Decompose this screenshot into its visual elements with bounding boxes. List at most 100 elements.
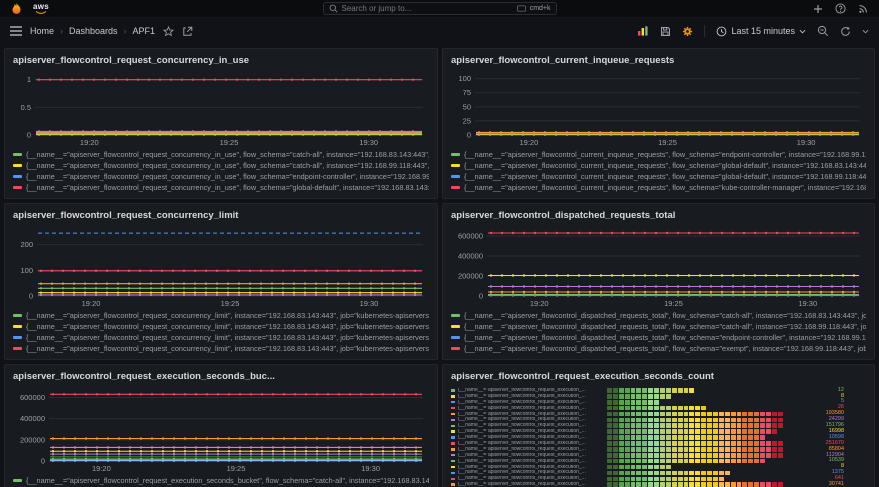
heatmap-cell [777,447,783,452]
dashboard-settings-button[interactable] [682,26,693,37]
topbar-actions [813,3,869,14]
heatmap-cell [718,435,724,440]
heatmap-cell [736,417,742,423]
series-color-swatch [451,442,455,445]
heatmap-cell [701,482,707,487]
heatmap-cell [607,399,612,405]
panel-title[interactable]: apiserver_flowcontrol_request_concurrenc… [13,55,250,66]
heatmap-cell [607,476,612,482]
heatmap-row[interactable]: {__name__="apiserver_flowcontrol_request… [451,417,866,423]
series-color-swatch [451,459,455,463]
search-bar[interactable]: cmd+k [322,2,557,15]
heatmap-cell [766,447,771,452]
favorite-star-button[interactable] [163,25,175,37]
legend-item[interactable]: {__name__="apiserver_flowcontrol_request… [13,475,429,486]
heatmap-cell [695,452,701,458]
heatmap-row[interactable]: {__name__="apiserver_flowcontrol_request… [451,411,866,417]
legend-item[interactable]: {__name__="apiserver_flowcontrol_current… [451,182,866,192]
panel-title[interactable]: apiserver_flowcontrol_request_execution_… [451,371,714,382]
news-button[interactable] [858,3,869,14]
series-value: 85804 [828,445,844,452]
heatmap-cell [677,452,683,458]
heatmap-row[interactable]: {__name__="apiserver_flowcontrol_request… [451,399,866,405]
panel-title[interactable]: apiserver_flowcontrol_dispatched_request… [451,210,676,221]
breadcrumb-home[interactable]: Home [30,26,55,36]
share-dashboard-button[interactable] [182,26,193,37]
panel-title[interactable]: apiserver_flowcontrol_current_inqueue_re… [451,55,675,66]
heatmap-row[interactable]: {__name__="apiserver_flowcontrol_request… [451,445,866,452]
series-label: {__name__="apiserver_flowcontrol_request… [458,405,586,411]
save-dashboard-button[interactable] [660,26,671,37]
help-button[interactable] [835,3,846,14]
heatmap-cell [630,458,636,464]
heatmap-cell [648,482,654,487]
heatmap-cell [748,441,754,446]
heatmap-cell [718,476,724,482]
heatmap-cell [766,452,771,458]
svg-text:0: 0 [29,291,33,300]
svg-text:19:25: 19:25 [221,299,240,308]
legend-item[interactable]: {__name__="apiserver_flowcontrol_request… [13,310,429,321]
timeseries-chart[interactable]: 0 25 50 75 100 19:20 19:25 19:30 [451,69,866,147]
heatmap-cell [736,411,742,417]
legend-item[interactable]: {__name__="apiserver_flowcontrol_dispatc… [451,343,866,353]
timeseries-chart[interactable]: 0 100 200 19:20 19:25 19:30 [13,224,429,308]
heatmap-cell [695,447,701,452]
heatmap-row[interactable]: {__name__="apiserver_flowcontrol_request… [451,464,866,470]
legend-item[interactable]: {__name__="apiserver_flowcontrol_request… [13,149,429,160]
legend-item[interactable]: {__name__="apiserver_flowcontrol_request… [13,332,429,343]
refresh-button[interactable] [840,26,851,37]
heatmap-row[interactable]: {__name__="apiserver_flowcontrol_request… [451,476,866,482]
timeseries-chart[interactable]: 0 200000 400000 600000 19:20 19:25 19:30 [13,385,429,473]
heatmap-row[interactable]: {__name__="apiserver_flowcontrol_request… [451,470,866,476]
heatmap-row[interactable]: {__name__="apiserver_flowcontrol_request… [451,405,866,411]
heatmap-row[interactable]: {__name__="apiserver_flowcontrol_request… [451,481,866,487]
heatmap-cell [665,452,671,458]
legend-item[interactable]: {__name__="apiserver_flowcontrol_request… [13,160,429,171]
org-switcher-aws[interactable]: aws [33,2,49,15]
timeseries-chart[interactable]: 0 200000 400000 600000 19:20 19:25 19:30 [451,224,866,308]
heatmap-cells [607,394,784,399]
heatmap-row[interactable]: {__name__="apiserver_flowcontrol_request… [451,452,866,458]
heatmap-cell [665,417,671,423]
legend-item[interactable]: {__name__="apiserver_flowcontrol_dispatc… [451,310,866,321]
search-input[interactable] [341,4,513,13]
series-color-swatch [451,400,455,404]
panel-request-concurrency-limit: apiserver_flowcontrol_request_concurrenc… [4,203,438,360]
timeseries-chart[interactable]: 0 0.5 1 19:20 19:25 19:30 [13,69,429,147]
legend-item[interactable]: {__name__="apiserver_flowcontrol_request… [13,343,429,353]
heatmap-row[interactable]: {__name__="apiserver_flowcontrol_request… [451,434,866,440]
panel-dispatched-requests-total: apiserver_flowcontrol_dispatched_request… [442,203,875,360]
legend-item[interactable]: {__name__="apiserver_flowcontrol_current… [451,171,866,182]
heatmap-row[interactable]: {__name__="apiserver_flowcontrol_request… [451,458,866,464]
grafana-logo-icon[interactable] [10,2,23,16]
heatmap-row[interactable]: {__name__="apiserver_flowcontrol_request… [451,393,866,399]
add-new-button[interactable] [813,4,823,14]
zoom-out-button[interactable] [817,25,829,37]
heatmap-cell [736,423,742,429]
panel-title[interactable]: apiserver_flowcontrol_request_execution_… [13,371,275,382]
menu-toggle-button[interactable] [10,26,22,36]
legend-item[interactable]: {__name__="apiserver_flowcontrol_dispatc… [451,321,866,332]
heatmap-row[interactable]: {__name__="apiserver_flowcontrol_request… [451,428,866,434]
time-range-picker[interactable]: Last 15 minutes [716,26,806,37]
legend-item[interactable]: {__name__="apiserver_flowcontrol_request… [13,182,429,192]
legend-item[interactable]: {__name__="apiserver_flowcontrol_request… [13,321,429,332]
heatmap-row[interactable]: {__name__="apiserver_flowcontrol_request… [451,440,866,446]
aws-smile-icon [35,10,47,14]
refresh-interval-dropdown[interactable] [862,29,869,34]
legend-item[interactable]: {__name__="apiserver_flowcontrol_request… [13,171,429,182]
breadcrumb-current-dashboard[interactable]: APF1 [132,26,156,36]
legend-item[interactable]: {__name__="apiserver_flowcontrol_current… [451,160,866,171]
heatmap-row[interactable]: {__name__="apiserver_flowcontrol_request… [451,423,866,429]
heatmap-cell [689,417,695,423]
legend-item[interactable]: {__name__="apiserver_flowcontrol_dispatc… [451,332,866,343]
chevron-down-icon [799,29,806,33]
heatmap-cell [642,464,648,470]
heatmap-row[interactable]: {__name__="apiserver_flowcontrol_request… [451,387,866,393]
panel-title[interactable]: apiserver_flowcontrol_request_concurrenc… [13,210,239,221]
heatmap-cell [695,476,701,482]
breadcrumb-dashboards[interactable]: Dashboards [69,26,118,36]
legend-item[interactable]: {__name__="apiserver_flowcontrol_current… [451,149,866,160]
add-panel-button[interactable] [637,25,649,37]
